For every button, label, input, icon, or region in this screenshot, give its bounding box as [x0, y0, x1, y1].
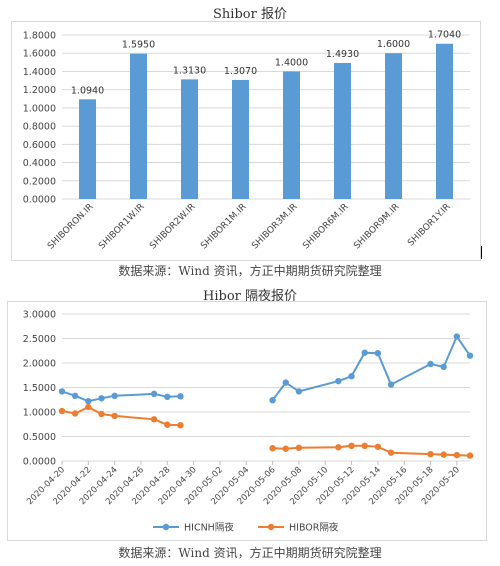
- series-point: [466, 352, 474, 359]
- series-point: [282, 379, 289, 386]
- chart1-source: 数据来源：Wind 资讯，方正中期期货研究院整理: [118, 264, 382, 278]
- y-tick-label: 1.2000: [23, 85, 56, 96]
- y-tick-label: 1.8000: [23, 31, 56, 42]
- series-point: [58, 407, 66, 415]
- y-tick-label: 2.5000: [23, 334, 56, 345]
- bar: [334, 62, 351, 199]
- y-tick-label: 0.0000: [23, 457, 56, 468]
- x-tick-label: SHIBOR9M.IR: [352, 202, 401, 251]
- x-tick-label: SHIBOR1M.IR: [199, 202, 248, 251]
- series-point: [348, 373, 355, 380]
- x-tick-label: SHIBORON.IR: [46, 202, 96, 252]
- y-tick-label: 0.5000: [23, 432, 56, 443]
- x-tick-label: SHIBOR1Y.IR: [406, 202, 452, 248]
- legend-label: HICNH隔夜: [184, 522, 234, 534]
- series-point: [427, 360, 434, 368]
- y-tick-label: 1.0000: [23, 408, 56, 419]
- chart2-source: 数据来源：Wind 资讯，方正中期期货研究院整理: [118, 546, 382, 560]
- shibor-bar-chart: 0.0000 0.2000 0.4000 0.6000 0.8000 1.0000 1.20…: [23, 30, 470, 252]
- series-line: [61, 390, 181, 403]
- y-tick-label: 0.8000: [23, 122, 56, 133]
- text-cursor: [481, 246, 482, 259]
- series-line: [271, 334, 471, 401]
- series-point: [387, 449, 395, 456]
- series-point: [111, 412, 118, 420]
- data-label: 1.5950: [122, 40, 155, 51]
- series-line: [272, 444, 471, 457]
- bar: [385, 53, 402, 199]
- y-tick-label: 0.6000: [23, 140, 56, 151]
- series-point: [98, 410, 105, 418]
- y-tick-label: 0.4000: [23, 158, 56, 169]
- y-tick-label: 0.0000: [23, 195, 56, 206]
- data-label: 1.4930: [326, 49, 359, 60]
- series-point: [427, 450, 434, 458]
- chart1-title: Shibor 报价: [213, 7, 287, 22]
- series-point: [440, 363, 447, 371]
- bar: [232, 79, 249, 199]
- bar: [181, 79, 198, 199]
- series-point: [177, 393, 184, 400]
- series-point: [348, 442, 355, 450]
- series-point: [335, 444, 342, 451]
- series-point: [374, 443, 382, 450]
- y-tick-label: 1.0000: [23, 103, 56, 114]
- series-point: [85, 398, 92, 405]
- x-tick-label: SHIBOR6M.IR: [301, 202, 350, 251]
- series-point: [269, 445, 276, 452]
- series-point: [387, 381, 395, 388]
- series-point: [282, 445, 289, 452]
- x-tick-label: SHIBOR2W.IR: [148, 202, 197, 251]
- series-point: [150, 416, 158, 423]
- data-label: 1.6000: [377, 39, 410, 50]
- series-point: [85, 403, 92, 411]
- x-tick-label: SHIBOR3M.IR: [250, 202, 299, 251]
- legend-marker: [267, 523, 275, 531]
- series-point: [71, 392, 79, 400]
- hibor-chart-panel: 0.0000 0.5000 1.0000 1.5000 2.0000 2.5000 3.00…: [7, 301, 487, 541]
- series-point: [177, 422, 184, 429]
- bar: [283, 71, 300, 199]
- series-point: [466, 452, 474, 459]
- legend-marker: [162, 523, 170, 531]
- series-point: [111, 392, 118, 400]
- data-label: 1.3070: [224, 66, 257, 77]
- legend-label: HIBOR隔夜: [289, 522, 339, 534]
- series-point: [335, 377, 342, 385]
- series-point: [164, 393, 171, 401]
- series-point: [453, 333, 461, 340]
- series-point: [361, 349, 368, 356]
- y-tick-label: 1.6000: [23, 49, 56, 60]
- data-label: 1.7040: [428, 30, 461, 41]
- y-tick-label: 2.0000: [23, 359, 56, 370]
- data-label: 1.0940: [71, 85, 104, 96]
- y-tick-label: 0.2000: [23, 176, 56, 187]
- series-point: [295, 444, 303, 451]
- series-line: [61, 405, 181, 427]
- series-point: [361, 442, 368, 450]
- series-point: [164, 421, 171, 428]
- y-tick-label: 1.5000: [23, 383, 56, 394]
- shibor-chart-panel: 0.0000 0.2000 0.4000 0.6000 0.8000 1.0000 1.20…: [11, 21, 481, 261]
- y-tick-label: 3.0000: [23, 310, 56, 321]
- series-point: [71, 410, 79, 417]
- data-label: 1.3130: [173, 65, 206, 76]
- series-point: [98, 395, 105, 402]
- chart2-title: Hibor 隔夜报价: [203, 289, 297, 304]
- y-tick-label: 1.4000: [23, 67, 56, 78]
- series-point: [150, 390, 158, 398]
- series-point: [58, 388, 66, 395]
- series-point: [295, 388, 303, 395]
- x-tick-label: SHIBOR1W.IR: [97, 202, 146, 251]
- bar: [130, 53, 147, 199]
- data-label: 1.4000: [275, 57, 308, 68]
- series-point: [453, 451, 461, 459]
- series-point: [440, 451, 447, 458]
- bar: [79, 99, 96, 199]
- hibor-line-chart: 0.0000 0.5000 1.0000 1.5000 2.0000 2.5000 3.00…: [23, 310, 474, 534]
- series-point: [374, 350, 382, 357]
- bar: [436, 43, 453, 199]
- series-point: [269, 397, 276, 404]
